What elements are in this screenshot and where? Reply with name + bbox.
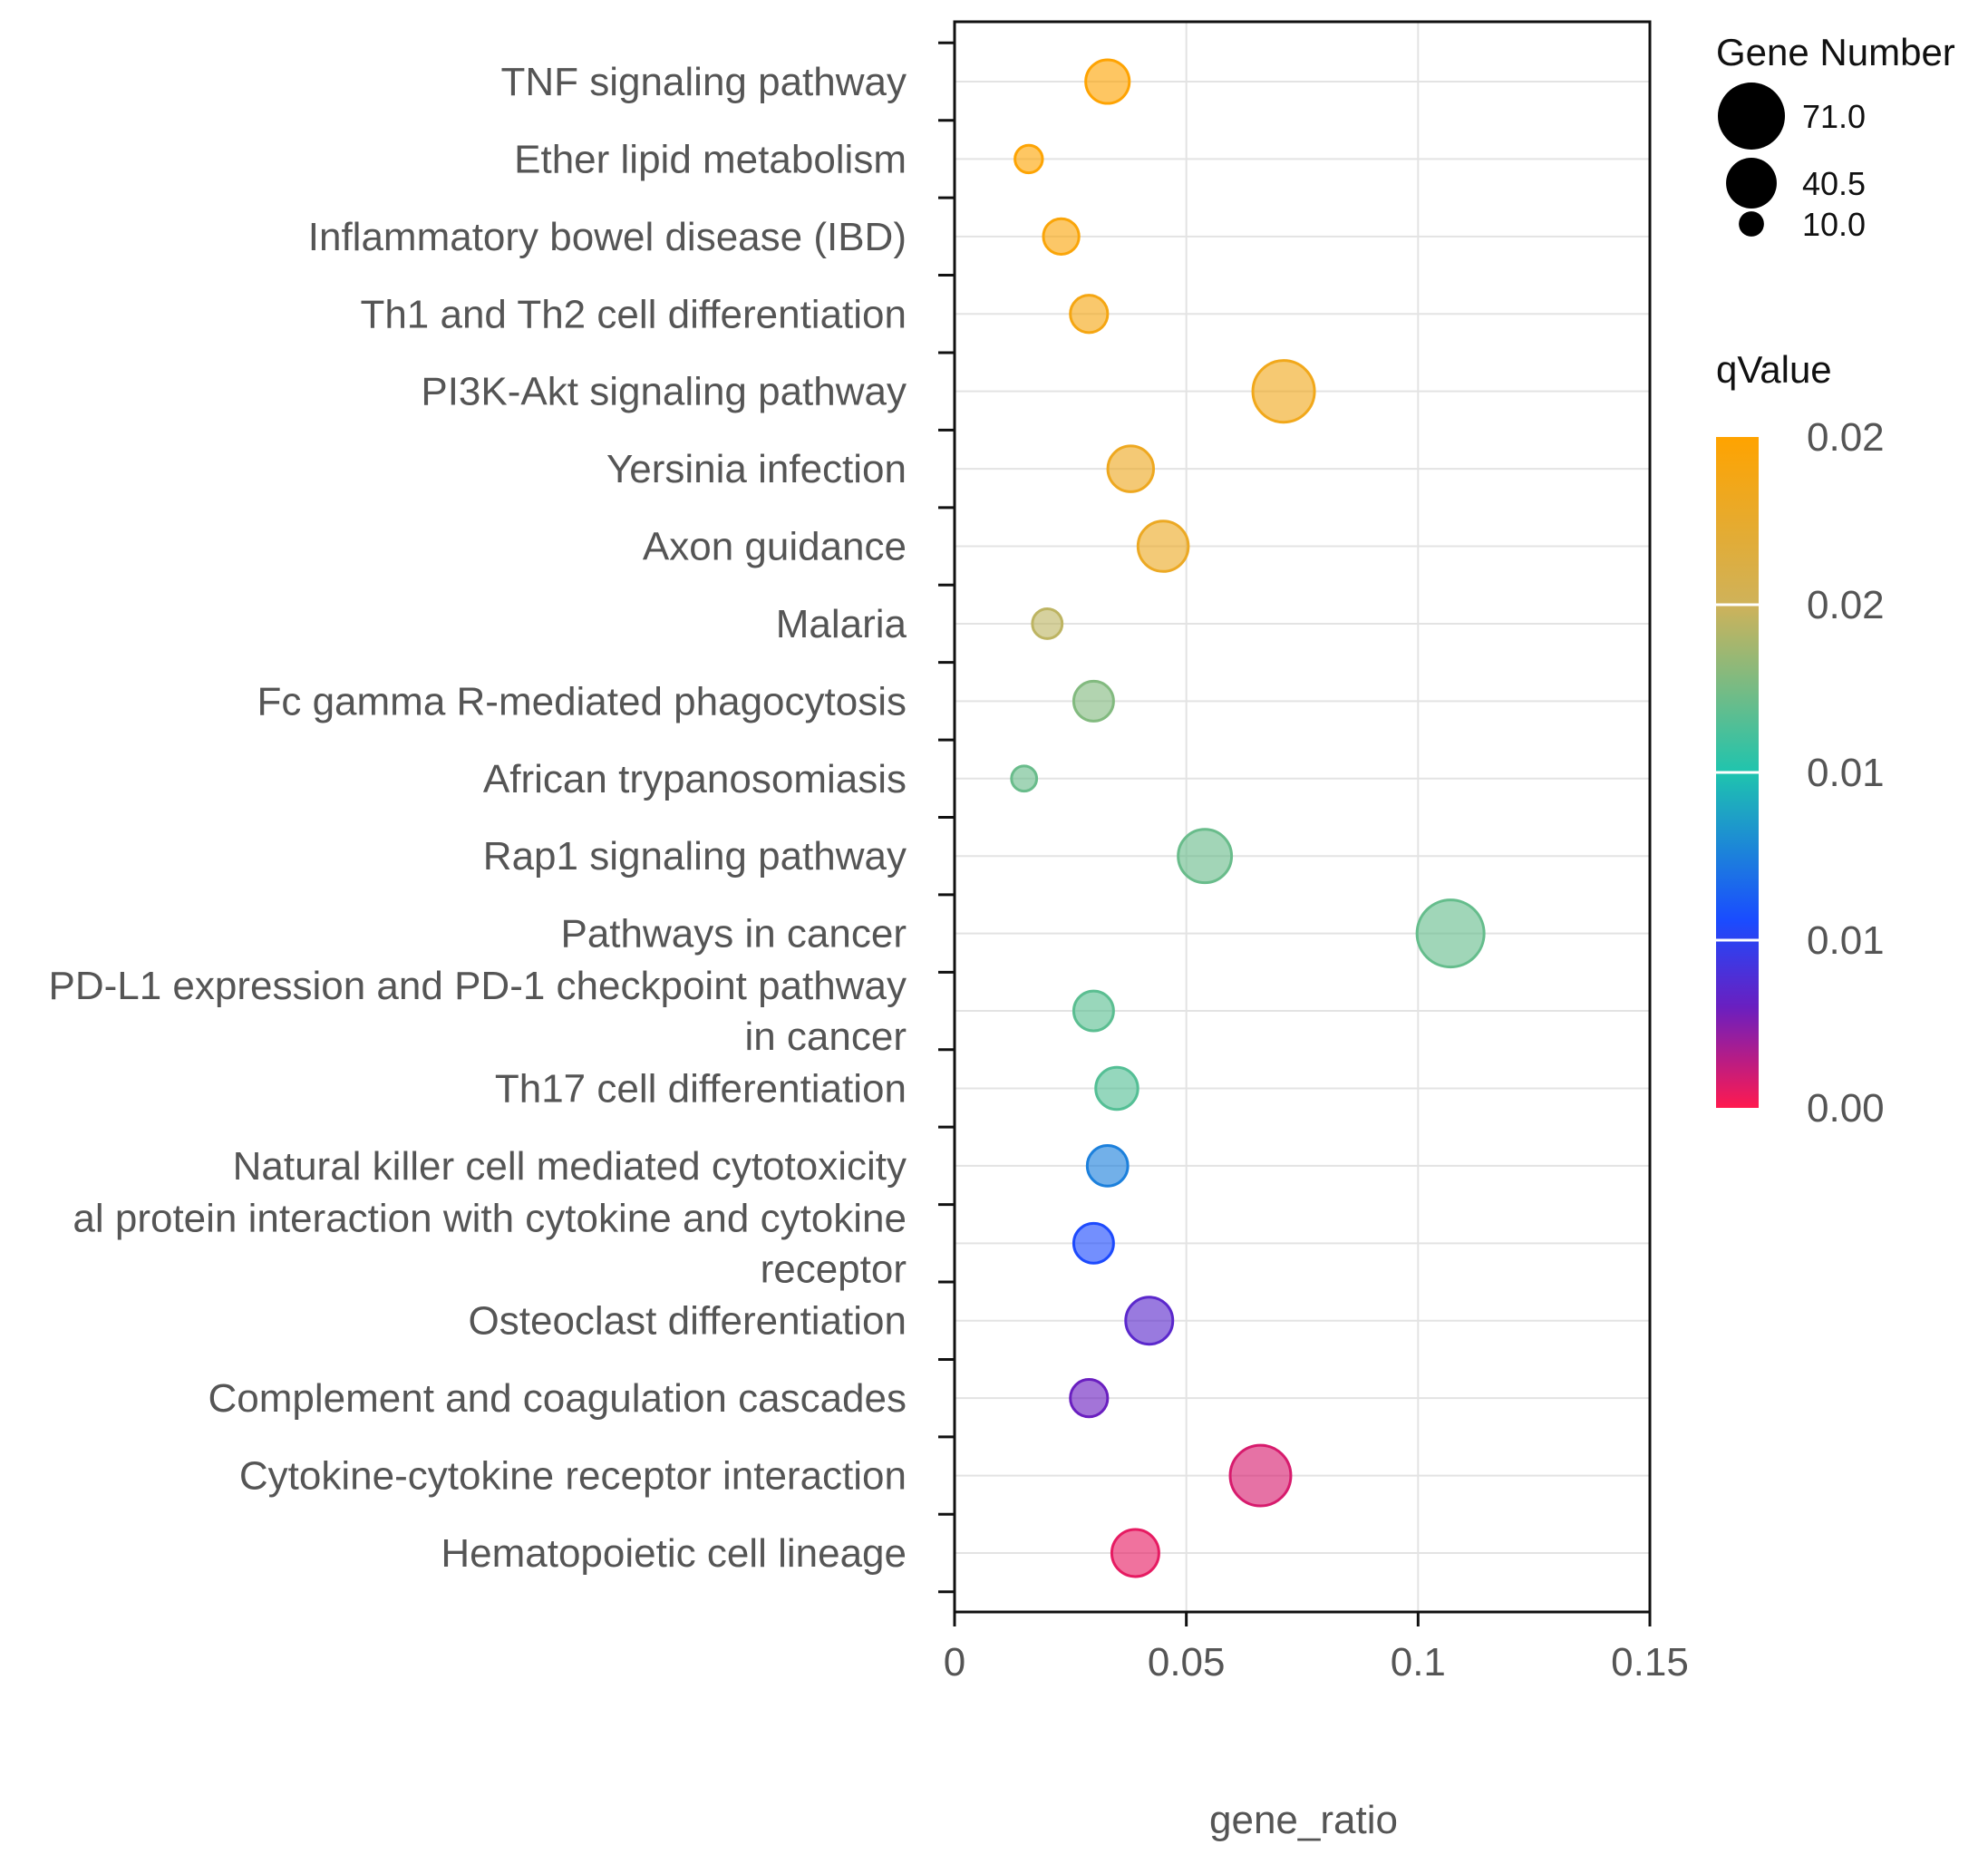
color-legend-label: 0.01 [1807, 918, 1885, 963]
y-tick-label: Yersinia infection [606, 447, 907, 491]
x-axis-title: gene_ratio [1209, 1798, 1398, 1842]
size-legend-symbol [1739, 211, 1764, 237]
y-tick-label: al protein interaction with cytokine and… [73, 1196, 907, 1240]
y-tick-label: Axon guidance [643, 525, 907, 569]
y-tick-label: Osteoclast differentiation [469, 1299, 907, 1344]
x-tick-label: 0.1 [1391, 1640, 1446, 1684]
color-legend-label: 0.01 [1807, 751, 1885, 795]
y-tick-label: Fc gamma R-mediated phagocytosis [257, 679, 907, 723]
size-legend-symbol [1726, 158, 1777, 209]
y-tick-label: Inflammatory bowel disease (IBD) [308, 215, 907, 259]
grid-lines [954, 22, 1651, 1612]
y-tick-label: Cytokine-cytokine receptor interaction [239, 1454, 907, 1499]
data-point [1094, 1065, 1139, 1112]
axes [938, 20, 1652, 1626]
data-point [1110, 1528, 1160, 1578]
y-tick-label: Rap1 signaling pathway [483, 834, 907, 879]
y-axis-labels: TNF signaling pathway Ether lipid metabol… [48, 60, 907, 1576]
data-point [1251, 359, 1316, 424]
data-point [1177, 828, 1234, 885]
y-tick-label: Hematopoietic cell lineage [441, 1531, 907, 1576]
data-point [1106, 444, 1156, 493]
y-tick-label: PI3K-Akt signaling pathway [421, 370, 907, 414]
y-tick-label: in cancer [744, 1015, 907, 1059]
data-point [1124, 1296, 1175, 1346]
y-tick-label: African trypanosomiasis [483, 757, 907, 801]
size-legend-label: 40.5 [1802, 165, 1866, 202]
data-point [1042, 217, 1081, 256]
data-point [1136, 519, 1190, 573]
size-legend-label: 10.0 [1802, 206, 1866, 243]
data-point [1072, 989, 1115, 1033]
size-legend-title: Gene Number [1716, 31, 1955, 73]
data-point [1069, 1378, 1110, 1419]
size-legend: Gene Number 71.0 40.5 10.0 [1716, 31, 1955, 243]
data-point [1415, 898, 1486, 969]
x-axis-ticks: 0 0.05 0.1 0.15 [944, 1640, 1689, 1684]
plot-panel [955, 22, 1650, 1612]
size-legend-symbol [1718, 83, 1785, 150]
y-tick-label: PD-L1 expression and PD-1 checkpoint pat… [48, 964, 907, 1008]
size-legend-label: 71.0 [1802, 98, 1866, 135]
data-point [1010, 764, 1039, 793]
data-point [1085, 1144, 1130, 1188]
x-tick-label: 0.05 [1148, 1640, 1226, 1684]
data-point [1084, 58, 1131, 105]
color-legend-label: 0.02 [1807, 583, 1885, 627]
data-point [1072, 679, 1115, 723]
y-tick-label: Malaria [776, 602, 907, 646]
data-points [1010, 58, 1486, 1578]
data-point [1013, 143, 1044, 175]
data-point [1072, 1221, 1115, 1265]
y-tick-label: Ether lipid metabolism [514, 137, 907, 181]
color-legend: qValue 0.02 0.02 0.01 0.01 0.00 [1716, 348, 1885, 1131]
data-point [1228, 1443, 1293, 1508]
data-point [1069, 294, 1110, 335]
y-tick-label: Natural killer cell mediated cytotoxicit… [233, 1144, 907, 1189]
y-tick-label: Th17 cell differentiation [495, 1066, 907, 1111]
plot-area [955, 22, 1650, 1612]
y-tick-label: Th1 and Th2 cell differentiation [360, 292, 907, 336]
y-tick-label: receptor [761, 1247, 907, 1291]
x-tick-label: 0 [944, 1640, 965, 1684]
color-legend-label: 0.02 [1807, 415, 1885, 460]
color-legend-label: 0.00 [1807, 1086, 1885, 1131]
color-legend-title: qValue [1716, 348, 1832, 391]
y-tick-label: Complement and coagulation cascades [208, 1376, 907, 1421]
x-tick-label: 0.15 [1611, 1640, 1689, 1684]
y-tick-label: TNF signaling pathway [500, 60, 907, 104]
data-point [1031, 607, 1064, 640]
y-tick-label: Pathways in cancer [560, 912, 907, 956]
